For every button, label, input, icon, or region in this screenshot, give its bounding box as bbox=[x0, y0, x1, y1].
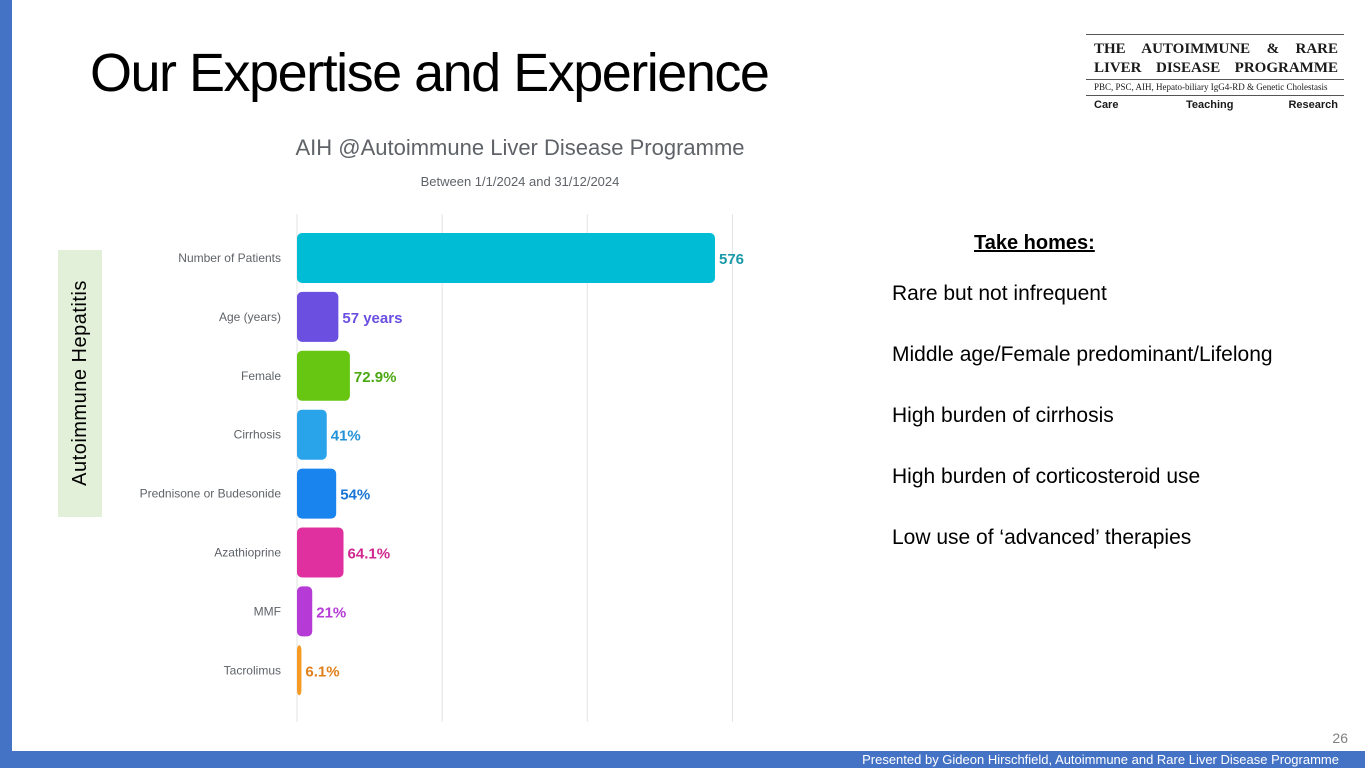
data-label: 41% bbox=[331, 428, 361, 445]
data-label: 576 bbox=[719, 251, 744, 268]
chart-subtitle: Between 1/1/2024 and 31/12/2024 bbox=[420, 174, 620, 189]
category-label: Number of Patients bbox=[178, 251, 281, 265]
category-label: Prednisone or Budesonide bbox=[140, 487, 282, 501]
logo-line-2: LIVER DISEASE PROGRAMME bbox=[1094, 60, 1338, 76]
chart-bar bbox=[297, 586, 313, 637]
chart-bar bbox=[297, 527, 344, 578]
chart-title: AIH @Autoimmune Liver Disease Programme bbox=[295, 135, 745, 160]
logo-subline: PBC, PSC, AIH, Hepato-biliary IgG4-RD & … bbox=[1094, 82, 1328, 92]
bottom-bar bbox=[0, 751, 1365, 768]
category-label: MMF bbox=[254, 604, 281, 618]
logo-line-1: THE AUTOIMMUNE & RARE bbox=[1094, 41, 1338, 57]
data-label: 54% bbox=[340, 487, 370, 504]
category-label: Cirrhosis bbox=[234, 428, 281, 442]
data-label: 6.1% bbox=[305, 663, 339, 680]
vertical-label-box bbox=[58, 250, 102, 517]
slide-title: Our Expertise and Experience bbox=[90, 43, 770, 103]
category-label: Female bbox=[241, 369, 281, 383]
logo-top-rule bbox=[1086, 34, 1344, 35]
logo-lower-rule bbox=[1086, 95, 1344, 96]
page-number: 26 bbox=[1332, 730, 1348, 746]
logo-middle-rule bbox=[1086, 79, 1344, 80]
logo-tag-teaching: Teaching bbox=[1186, 99, 1234, 111]
chart-bar bbox=[297, 645, 302, 696]
take-home-item: High burden of corticosteroid use bbox=[892, 465, 1201, 488]
take-home-item: High burden of cirrhosis bbox=[892, 404, 1114, 427]
chart-bar bbox=[297, 233, 716, 283]
take-homes-title: Take homes: bbox=[974, 232, 1095, 254]
programme-logo: THE AUTOIMMUNE & RARE LIVER DISEASE PROG… bbox=[1086, 34, 1344, 116]
left-accent-bar bbox=[0, 0, 12, 768]
chart-bar bbox=[297, 409, 327, 460]
logo-tag-research: Research bbox=[1288, 99, 1338, 111]
data-label: 64.1% bbox=[348, 546, 391, 563]
vertical-label: Autoimmune Hepatitis bbox=[69, 280, 91, 486]
take-home-item: Low use of ‘advanced’ therapies bbox=[892, 526, 1192, 549]
chart-bar bbox=[297, 468, 337, 519]
category-label: Tacrolimus bbox=[224, 663, 281, 677]
chart-bar bbox=[297, 291, 339, 342]
category-label: Age (years) bbox=[219, 310, 281, 324]
chart-bar bbox=[297, 350, 350, 401]
logo-tag-care: Care bbox=[1094, 99, 1119, 111]
data-label: 72.9% bbox=[354, 369, 397, 386]
footer-credit: Presented by Gideon Hirschfield, Autoimm… bbox=[862, 752, 1339, 767]
take-homes-list: Rare but not infrequent Middle age/Femal… bbox=[892, 281, 1273, 586]
category-label: Azathioprine bbox=[214, 546, 281, 560]
data-label: 57 years bbox=[342, 310, 402, 327]
take-home-item: Rare but not infrequent bbox=[892, 282, 1107, 305]
data-label: 21% bbox=[316, 604, 346, 621]
take-home-item: Middle age/Female predominant/Lifelong bbox=[892, 343, 1273, 366]
